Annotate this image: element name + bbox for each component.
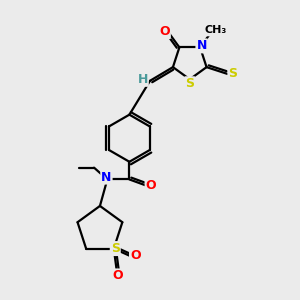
Text: N: N bbox=[101, 171, 112, 184]
Text: CH₃: CH₃ bbox=[205, 26, 227, 35]
Text: O: O bbox=[159, 25, 170, 38]
Text: O: O bbox=[146, 179, 156, 192]
Text: S: S bbox=[111, 242, 120, 255]
Text: S: S bbox=[228, 68, 237, 80]
Text: H: H bbox=[137, 73, 148, 86]
Text: O: O bbox=[112, 269, 123, 282]
Text: N: N bbox=[196, 39, 207, 52]
Text: O: O bbox=[130, 249, 141, 262]
Text: S: S bbox=[185, 77, 194, 90]
